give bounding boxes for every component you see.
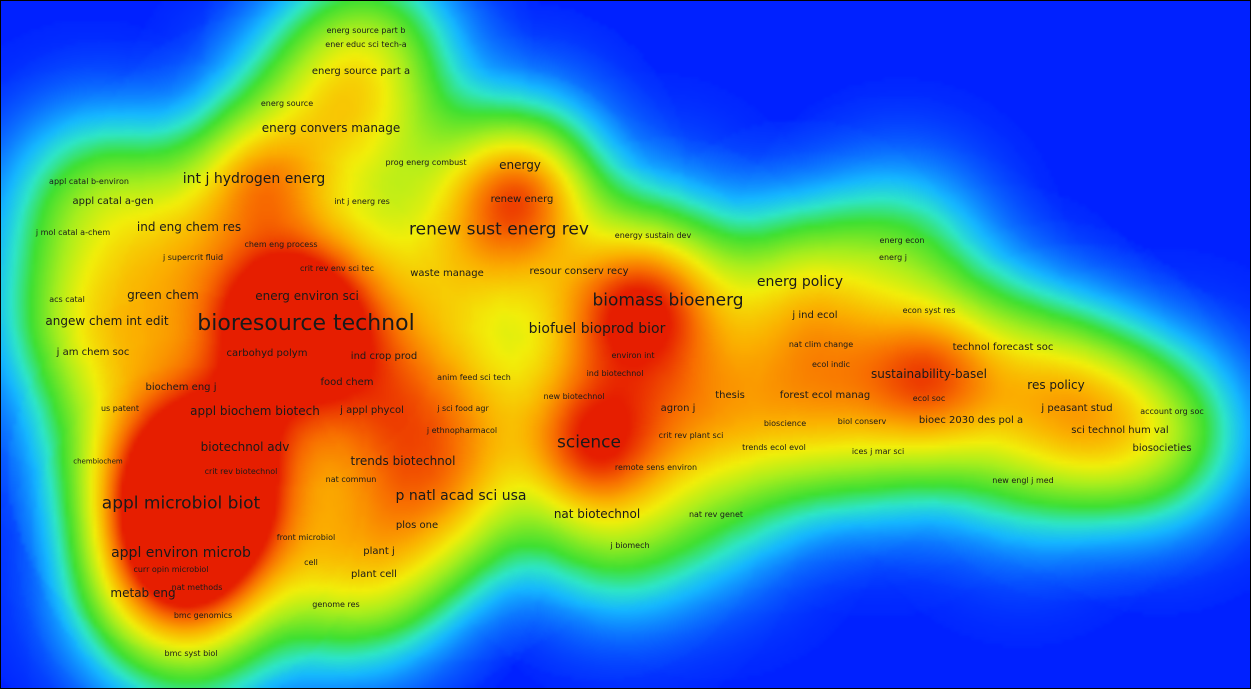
term-label[interactable]: j mol catal a-chem	[35, 228, 111, 237]
term-label[interactable]: appl microbiol biot	[101, 493, 261, 514]
term-label[interactable]: prog energ combust	[385, 158, 467, 167]
term-label[interactable]: energy sustain dev	[614, 231, 692, 240]
term-label[interactable]: waste manage	[410, 268, 484, 279]
term-label[interactable]: energ econ	[879, 236, 925, 245]
term-label[interactable]: new biotechnol	[543, 392, 605, 401]
term-label[interactable]: energ source part b	[326, 26, 406, 35]
term-label[interactable]: renew sust energ rev	[409, 219, 589, 240]
term-label[interactable]: int j energ res	[334, 197, 390, 206]
term-label[interactable]: ecol indic	[812, 360, 850, 369]
term-label[interactable]: genome res	[312, 600, 360, 609]
term-label[interactable]: metab eng	[110, 586, 176, 600]
term-label[interactable]: crit rev plant sci	[658, 431, 724, 440]
term-label[interactable]: chem eng process	[244, 240, 318, 249]
term-label[interactable]: p natl acad sci usa	[395, 488, 527, 504]
term-label[interactable]: bioec 2030 des pol a	[918, 415, 1024, 426]
term-label[interactable]: curr opin microbiol	[133, 565, 209, 574]
term-label[interactable]: ind biotechnol	[586, 369, 644, 378]
term-label[interactable]: ices j mar sci	[851, 447, 905, 456]
term-label[interactable]: new engl j med	[992, 476, 1054, 485]
term-label[interactable]: energ environ sci	[255, 289, 359, 303]
term-label[interactable]: energ j	[879, 253, 907, 262]
term-label[interactable]: biofuel bioprod bior	[528, 321, 666, 337]
term-label[interactable]: biomass bioenerg	[592, 290, 744, 311]
term-label[interactable]: technol forecast soc	[952, 342, 1054, 353]
term-label[interactable]: nat clim change	[788, 340, 854, 349]
term-label[interactable]: plos one	[395, 520, 439, 531]
term-label[interactable]: nat methods	[171, 583, 223, 592]
term-label[interactable]: crit rev biotechnol	[204, 467, 278, 476]
term-label[interactable]: appl catal b-environ	[49, 177, 129, 186]
term-label[interactable]: energy	[499, 158, 541, 172]
term-label[interactable]: angew chem int edit	[45, 314, 169, 328]
term-label[interactable]: j ind ecol	[792, 310, 838, 321]
term-label[interactable]: energ source part a	[311, 66, 411, 77]
term-label[interactable]: renew energ	[490, 194, 554, 205]
term-label[interactable]: ind crop prod	[350, 351, 418, 362]
term-label[interactable]: trends ecol evol	[742, 443, 806, 452]
term-label[interactable]: j sci food agr	[437, 404, 489, 413]
term-label[interactable]: appl environ microb	[111, 545, 251, 561]
term-label[interactable]: remote sens environ	[614, 463, 698, 472]
term-label[interactable]: front microbiol	[276, 533, 336, 542]
term-label[interactable]: ecol soc	[912, 394, 946, 403]
term-label[interactable]: ener educ sci tech-a	[325, 40, 407, 49]
term-label[interactable]: bioscience	[763, 419, 807, 428]
term-label[interactable]: carbohyd polym	[226, 348, 308, 359]
term-label[interactable]: ind eng chem res	[136, 220, 242, 234]
term-label[interactable]: j appl phycol	[340, 405, 404, 416]
term-label[interactable]: anim feed sci tech	[437, 373, 511, 382]
term-label[interactable]: j supercrit fluid	[162, 253, 224, 262]
term-label[interactable]: nat commun	[325, 475, 377, 484]
term-label[interactable]: biol conserv	[837, 417, 887, 426]
term-label[interactable]: j ethnopharmacol	[426, 426, 498, 435]
term-label[interactable]: trends biotechnol	[350, 454, 456, 468]
term-label[interactable]: agron j	[660, 403, 696, 414]
term-label[interactable]: bmc genomics	[173, 611, 233, 620]
term-label[interactable]: appl biochem biotech	[190, 404, 320, 418]
term-label[interactable]: sustainability-basel	[871, 367, 987, 381]
term-label[interactable]: resour conserv recy	[529, 266, 629, 277]
term-label[interactable]: energ policy	[756, 274, 844, 290]
term-label[interactable]: econ syst res	[902, 306, 956, 315]
term-label[interactable]: bioresource technol	[197, 311, 415, 336]
term-label[interactable]: nat rev genet	[688, 510, 744, 519]
term-label[interactable]: int j hydrogen energ	[182, 171, 326, 187]
term-label[interactable]: sci technol hum val	[1071, 425, 1169, 436]
term-label[interactable]: nat biotechnol	[553, 507, 641, 521]
term-label[interactable]: us patent	[100, 404, 140, 413]
term-label[interactable]: j biomech	[610, 541, 650, 550]
term-label[interactable]: thesis	[715, 390, 745, 401]
term-label[interactable]: green chem	[127, 288, 199, 302]
term-label[interactable]: environ int	[611, 351, 655, 360]
term-label[interactable]: crit rev env sci tec	[300, 264, 374, 273]
term-label[interactable]: cell	[304, 558, 318, 567]
term-label[interactable]: energ convers manage	[261, 121, 401, 135]
term-label[interactable]: chembiochem	[73, 457, 123, 466]
term-label[interactable]: biotechnol adv	[200, 440, 290, 454]
term-label[interactable]: acs catal	[49, 295, 85, 304]
term-label[interactable]: plant j	[363, 546, 395, 557]
term-label[interactable]: biosocieties	[1132, 443, 1192, 454]
term-label[interactable]: forest ecol manag	[779, 390, 871, 401]
term-label[interactable]: plant cell	[351, 569, 397, 580]
term-label[interactable]: food chem	[320, 377, 374, 388]
term-label[interactable]: energ source	[260, 99, 314, 108]
term-label[interactable]: account org soc	[1140, 407, 1204, 416]
term-label[interactable]: j peasant stud	[1041, 403, 1113, 414]
term-label[interactable]: bmc syst biol	[164, 649, 218, 658]
term-label[interactable]: science	[557, 432, 621, 453]
term-label[interactable]: res policy	[1027, 378, 1085, 392]
term-label[interactable]: biochem eng j	[145, 382, 217, 393]
term-label[interactable]: appl catal a-gen	[72, 196, 154, 207]
term-label[interactable]: j am chem soc	[56, 347, 130, 358]
